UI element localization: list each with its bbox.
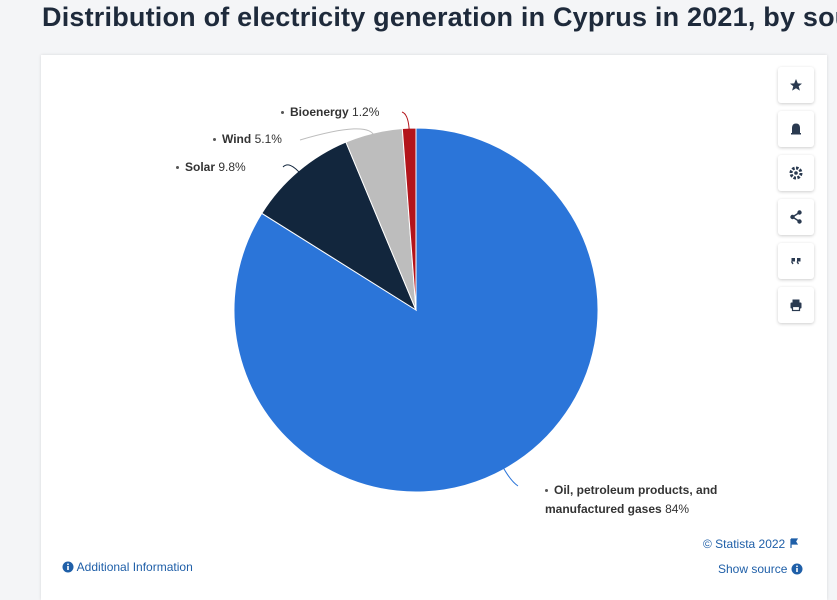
copyright: © Statista 2022 — [703, 537, 786, 551]
flag-icon — [789, 538, 798, 548]
category-label: Solar — [185, 160, 216, 174]
page-title: Distribution of electricity generation i… — [42, 2, 837, 32]
favorite-button[interactable] — [778, 67, 814, 103]
category-label: Bioenergy — [290, 105, 349, 119]
show-source-link[interactable]: Show source — [718, 562, 803, 576]
notification-button[interactable] — [778, 111, 814, 147]
leader-line — [401, 111, 410, 133]
copyright-link[interactable]: © Statista 2022 — [703, 537, 799, 551]
share-button[interactable] — [778, 199, 814, 235]
bell-icon — [791, 123, 801, 135]
value-label: 5.1% — [254, 132, 282, 146]
data-label: Wind 5.1% — [213, 130, 303, 149]
leader-line — [299, 128, 375, 141]
star-icon — [790, 79, 802, 91]
value-label: 9.8% — [218, 160, 246, 174]
label-bullet — [281, 111, 284, 115]
additional-information: Additional Information — [76, 560, 193, 574]
share-icon — [790, 210, 802, 224]
label-bullet — [213, 138, 216, 142]
info-icon — [62, 561, 74, 573]
data-label: Solar 9.8% — [176, 158, 266, 177]
cite-button[interactable] — [778, 243, 814, 279]
print-button[interactable] — [778, 287, 814, 323]
label-bullet — [176, 166, 179, 170]
category-label: Oil, petroleum products, and manufacture… — [545, 483, 718, 516]
leader-line — [282, 164, 302, 175]
category-label: Wind — [222, 132, 252, 146]
settings-button[interactable] — [778, 155, 814, 191]
gear-icon — [789, 166, 803, 180]
leader-line — [501, 465, 519, 487]
info-icon — [791, 563, 803, 575]
show-source: Show source — [718, 562, 788, 576]
data-label: Bioenergy 1.2% — [281, 103, 391, 122]
value-label: 84% — [665, 502, 690, 516]
quote-icon — [790, 258, 801, 265]
value-label: 1.2% — [352, 105, 380, 119]
additional-information-link[interactable]: Additional Information — [62, 560, 193, 574]
label-bullet — [545, 489, 548, 493]
data-label: Oil, petroleum products, and manufacture… — [545, 481, 725, 519]
print-icon — [790, 299, 802, 312]
